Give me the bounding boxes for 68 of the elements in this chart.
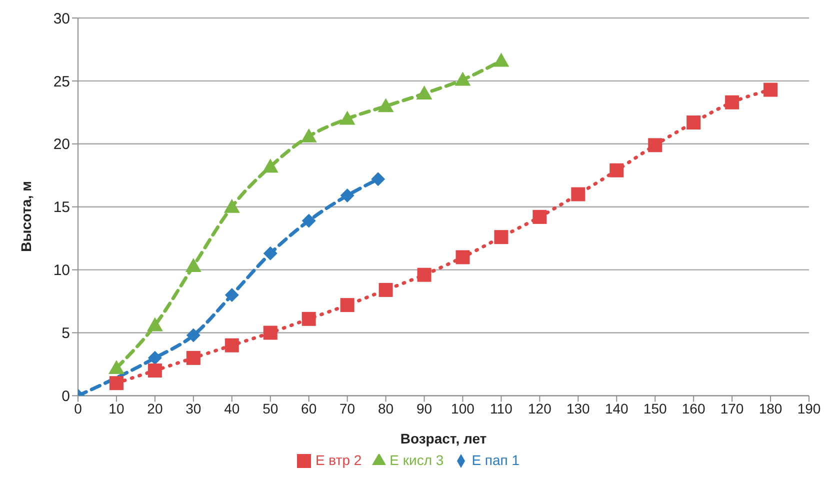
x-tick-label: 70 — [340, 400, 356, 417]
point — [378, 282, 393, 297]
x-tick-label: 20 — [147, 400, 163, 417]
point — [686, 116, 701, 130]
y-tick-label: 30 — [53, 10, 70, 28]
x-tick-label: 50 — [262, 400, 278, 417]
point — [224, 198, 240, 213]
point — [764, 82, 778, 97]
x-tick-label: 40 — [224, 400, 240, 417]
point — [185, 258, 202, 272]
point — [725, 95, 740, 110]
y-tick-label: 10 — [53, 262, 70, 280]
x-tick-label: 130 — [566, 400, 590, 417]
y-axis-title: Высота, м — [18, 181, 34, 252]
x-tick-label: 90 — [416, 400, 432, 417]
y-tick-label: 25 — [53, 73, 70, 90]
x-tick-label: 100 — [451, 400, 475, 417]
x-tick-label: 160 — [682, 400, 706, 417]
point — [148, 364, 162, 378]
x-tick-label: 80 — [378, 400, 394, 417]
legend-label: Е пап 1 — [472, 452, 520, 468]
point — [109, 376, 124, 390]
point — [610, 163, 624, 178]
point — [224, 338, 239, 352]
point — [532, 210, 547, 224]
x-tick-label: 60 — [301, 400, 317, 417]
point — [417, 268, 432, 282]
point — [146, 317, 163, 332]
x-tick-label: 150 — [643, 400, 667, 417]
x-tick-label: 110 — [490, 400, 513, 417]
x-tick-label: 140 — [604, 400, 629, 417]
x-axis-title: Возраст, лет — [400, 430, 487, 447]
y-tick-label: 15 — [53, 199, 70, 216]
point — [262, 158, 278, 173]
point — [263, 246, 278, 260]
x-tick-label: 180 — [758, 400, 782, 417]
point — [571, 187, 586, 202]
x-tick-label: 120 — [528, 400, 552, 417]
y-tick-label: 5 — [62, 325, 70, 342]
legend-label: Е кисл 3 — [390, 452, 444, 468]
point — [416, 86, 432, 100]
point — [456, 250, 470, 264]
point — [148, 350, 162, 365]
point — [108, 360, 124, 374]
point — [371, 172, 386, 186]
x-tick-label: 190 — [797, 400, 821, 417]
point — [302, 214, 316, 228]
point — [186, 350, 200, 365]
point — [340, 188, 354, 203]
point — [340, 298, 354, 312]
x-tick-label: 0 — [74, 400, 82, 417]
point — [493, 52, 510, 67]
legend-label: Е втр 2 — [315, 452, 362, 468]
point — [648, 138, 662, 152]
x-tick-label: 30 — [186, 400, 202, 417]
x-tick-label: 10 — [108, 400, 124, 417]
y-tick-label: 20 — [53, 136, 70, 154]
point — [186, 328, 200, 342]
point — [454, 72, 471, 86]
y-tick-label: 0 — [62, 388, 70, 406]
point — [300, 128, 317, 142]
point — [494, 230, 508, 244]
point — [339, 110, 356, 125]
x-tick-label: 170 — [720, 400, 744, 417]
point — [378, 98, 394, 112]
point — [263, 326, 278, 340]
point — [302, 312, 316, 326]
point — [224, 288, 239, 302]
